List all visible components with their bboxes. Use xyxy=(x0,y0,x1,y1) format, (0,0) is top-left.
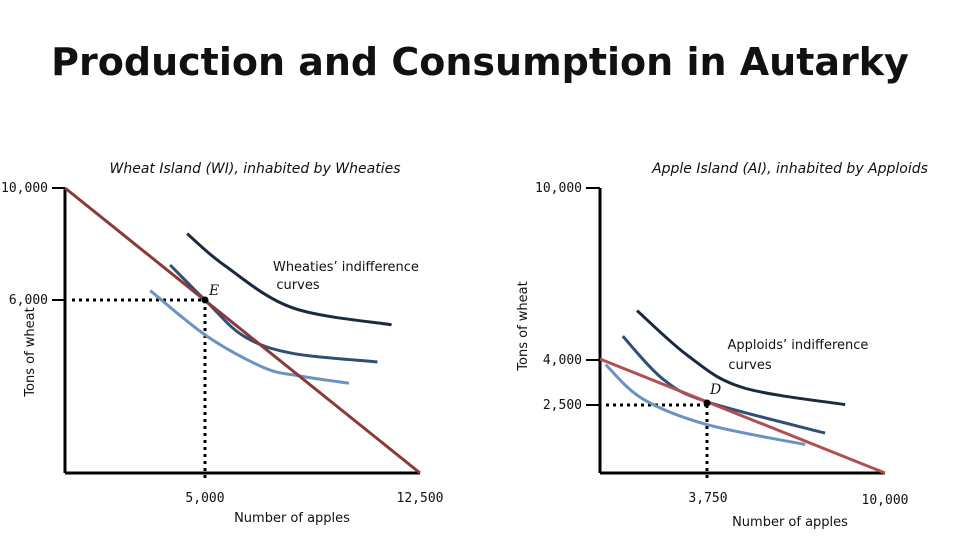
ai-xlabel: Number of apples xyxy=(732,515,848,530)
wi-ylabel: Tons of wheat xyxy=(23,307,38,397)
ai-xtick-10000: 10,000 xyxy=(862,493,909,508)
wi-annotation-line-2: curves xyxy=(276,278,319,293)
ai-ytick-10000: 10,000 xyxy=(535,181,582,196)
ai-curves-group xyxy=(599,309,886,475)
wi-indifference-curve-3 xyxy=(186,232,392,327)
wi-annotation-line-1: Wheaties’ indifference xyxy=(273,260,419,275)
wheat-island-title: Wheat Island (WI), inhabited by Wheaties xyxy=(110,161,401,177)
ai-xtick-3750: 3,750 xyxy=(688,491,727,506)
slide-title: Production and Consumption in Autarky xyxy=(51,40,909,84)
wi-xlabel: Number of apples xyxy=(234,511,350,526)
wi-indifference-curve-1 xyxy=(149,289,350,385)
ai-annotation-line-1: Apploids’ indifference xyxy=(727,338,868,353)
ai-production-possibility-line xyxy=(599,357,886,475)
ai-point-D xyxy=(703,399,711,407)
wi-point-E-label: E xyxy=(208,283,219,299)
wi-point-E xyxy=(201,296,209,304)
apple-island-title: Apple Island (AI), inhabited by Apploids xyxy=(651,161,928,177)
wi-ytick-6000: 6,000 xyxy=(9,293,48,308)
wi-production-possibility-line xyxy=(64,186,421,475)
wi-indifference-curve-2 xyxy=(169,263,378,364)
ai-annotation-line-2: curves xyxy=(728,358,771,373)
wi-annotation: Wheaties’ indifference curves xyxy=(273,260,423,293)
ai-point-D-label: D xyxy=(709,382,721,398)
ai-ytick-2500: 2,500 xyxy=(543,398,582,413)
ai-ylabel: Tons of wheat xyxy=(516,281,531,371)
ai-indifference-curve-1 xyxy=(604,363,806,446)
wi-xtick-5000: 5,000 xyxy=(185,491,224,506)
wi-xtick-12500: 12,500 xyxy=(397,491,444,506)
wheat-island-chart: Wheat Island (WI), inhabited by Wheaties… xyxy=(1,161,443,526)
ai-indifference-curve-3 xyxy=(636,309,846,407)
wi-curves-group xyxy=(64,186,421,475)
ai-ytick-4000: 4,000 xyxy=(543,353,582,368)
wi-ytick-10000: 10,000 xyxy=(1,181,48,196)
apple-island-chart: Apple Island (AI), inhabited by Apploids… xyxy=(516,161,928,530)
ai-annotation: Apploids’ indifference curves xyxy=(727,338,872,373)
